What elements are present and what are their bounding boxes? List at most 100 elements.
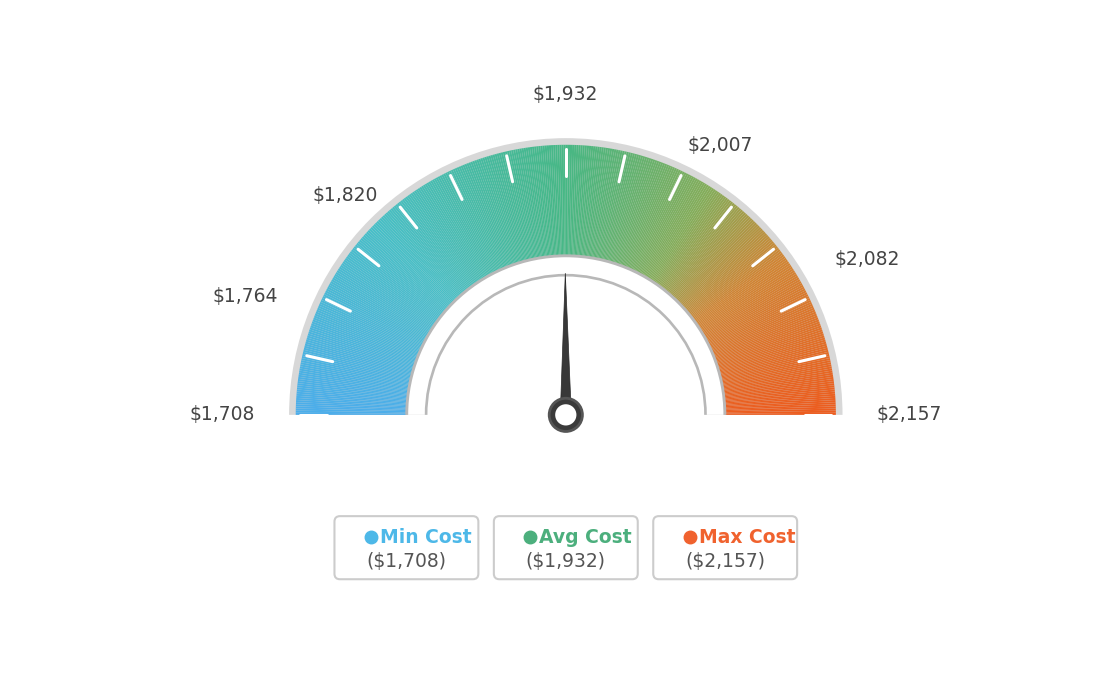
Wedge shape (562, 145, 564, 255)
Wedge shape (307, 337, 413, 371)
Wedge shape (721, 356, 830, 382)
Wedge shape (558, 145, 562, 255)
Wedge shape (704, 281, 802, 337)
Wedge shape (528, 147, 544, 257)
Wedge shape (564, 145, 565, 255)
Wedge shape (654, 189, 715, 282)
Wedge shape (651, 187, 712, 281)
Wedge shape (326, 290, 424, 342)
Wedge shape (580, 146, 592, 256)
Wedge shape (382, 215, 458, 298)
Wedge shape (657, 193, 721, 284)
Wedge shape (652, 188, 714, 282)
Wedge shape (348, 255, 437, 321)
Wedge shape (604, 152, 633, 261)
Wedge shape (305, 344, 412, 374)
Wedge shape (455, 168, 501, 270)
Wedge shape (495, 154, 524, 261)
Wedge shape (490, 155, 522, 262)
Wedge shape (723, 375, 834, 393)
Wedge shape (331, 279, 428, 336)
Wedge shape (311, 324, 416, 362)
Wedge shape (526, 148, 543, 257)
Text: $1,820: $1,820 (312, 186, 379, 205)
Wedge shape (298, 379, 407, 395)
Wedge shape (680, 227, 762, 305)
Wedge shape (699, 265, 792, 327)
Wedge shape (327, 286, 425, 340)
Wedge shape (401, 200, 469, 289)
Wedge shape (704, 283, 803, 338)
Wedge shape (416, 189, 478, 282)
Wedge shape (301, 358, 410, 382)
Wedge shape (724, 381, 834, 396)
Wedge shape (555, 145, 561, 255)
Wedge shape (703, 279, 800, 336)
Wedge shape (507, 151, 532, 259)
Wedge shape (537, 146, 550, 257)
Wedge shape (296, 406, 406, 411)
Wedge shape (499, 152, 528, 261)
Wedge shape (534, 146, 549, 257)
Wedge shape (318, 306, 420, 352)
Wedge shape (346, 256, 437, 322)
Wedge shape (722, 364, 831, 386)
Wedge shape (645, 180, 701, 277)
Wedge shape (381, 217, 457, 299)
Wedge shape (311, 322, 416, 361)
Wedge shape (447, 171, 497, 272)
Wedge shape (351, 249, 439, 318)
Wedge shape (485, 157, 519, 263)
Wedge shape (658, 195, 724, 286)
Wedge shape (723, 371, 832, 390)
Wedge shape (329, 283, 427, 338)
Wedge shape (598, 150, 623, 259)
Wedge shape (370, 227, 452, 305)
Wedge shape (315, 313, 418, 356)
Wedge shape (343, 259, 435, 324)
Wedge shape (721, 354, 829, 380)
Wedge shape (725, 408, 836, 413)
Wedge shape (376, 221, 455, 302)
Wedge shape (488, 155, 521, 262)
Text: Avg Cost: Avg Cost (539, 528, 631, 546)
Wedge shape (540, 146, 552, 256)
Wedge shape (567, 145, 570, 255)
Wedge shape (513, 150, 535, 259)
Wedge shape (439, 175, 492, 274)
Wedge shape (700, 268, 794, 329)
Wedge shape (445, 172, 496, 273)
FancyBboxPatch shape (335, 516, 478, 579)
Wedge shape (322, 296, 423, 346)
Wedge shape (592, 148, 613, 258)
Wedge shape (623, 162, 664, 266)
Wedge shape (675, 218, 752, 299)
Wedge shape (402, 199, 470, 288)
Wedge shape (713, 311, 816, 355)
Wedge shape (691, 248, 779, 317)
Wedge shape (724, 379, 834, 395)
Wedge shape (723, 368, 832, 388)
Wedge shape (629, 167, 675, 269)
Wedge shape (724, 394, 836, 404)
Wedge shape (722, 358, 830, 382)
Wedge shape (431, 180, 487, 277)
Wedge shape (722, 362, 831, 385)
Wedge shape (692, 251, 782, 319)
Text: $1,708: $1,708 (190, 405, 255, 424)
Wedge shape (289, 138, 842, 415)
Wedge shape (684, 235, 768, 309)
Wedge shape (702, 274, 797, 333)
Wedge shape (358, 241, 444, 313)
Wedge shape (299, 368, 408, 388)
Wedge shape (518, 149, 539, 258)
Wedge shape (670, 211, 744, 295)
Wedge shape (476, 159, 514, 264)
Wedge shape (301, 356, 411, 382)
Wedge shape (710, 300, 811, 348)
Wedge shape (722, 360, 830, 384)
Wedge shape (656, 192, 720, 284)
Wedge shape (719, 339, 826, 372)
Wedge shape (437, 176, 491, 275)
Wedge shape (336, 272, 431, 332)
